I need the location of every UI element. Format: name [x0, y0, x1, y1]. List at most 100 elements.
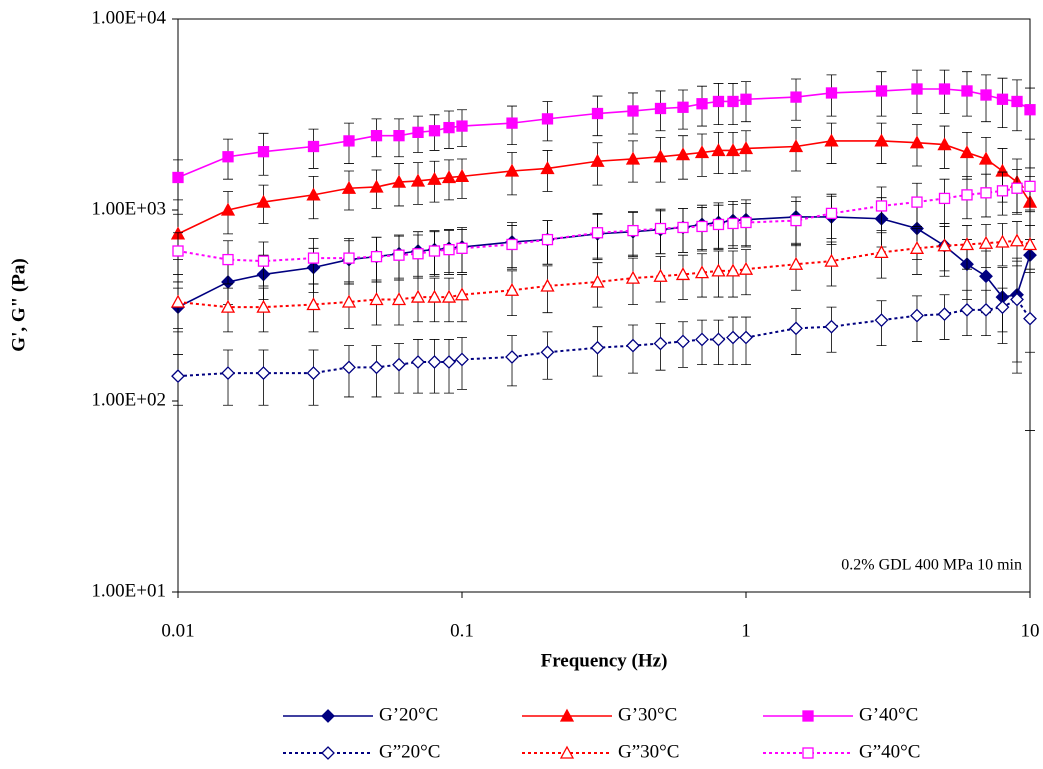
- data-point: [443, 121, 455, 134]
- data-point: [978, 235, 994, 249]
- legend-label: G’20°C: [379, 704, 438, 725]
- data-point: [677, 221, 689, 234]
- data-point: [712, 95, 725, 108]
- legend-label: G”40°C: [859, 741, 920, 762]
- data-point: [428, 245, 441, 257]
- data-point: [412, 248, 424, 260]
- data-point: [626, 338, 640, 353]
- data-point: [442, 355, 456, 369]
- data-point: [738, 141, 754, 155]
- data-point: [456, 242, 468, 254]
- data-point: [540, 278, 555, 292]
- data-point: [653, 336, 668, 351]
- data-point: [789, 321, 803, 336]
- data-point: [654, 102, 667, 115]
- legend-label: G’30°C: [618, 704, 677, 725]
- data-point: [392, 357, 406, 372]
- legend-marker: [559, 708, 575, 722]
- data-point: [443, 244, 455, 256]
- legend-marker: [559, 745, 575, 759]
- data-point: [541, 113, 554, 125]
- data-point: [960, 302, 974, 317]
- data-point: [727, 217, 739, 230]
- data-point: [369, 360, 384, 375]
- data-point: [307, 140, 320, 153]
- y-tick-label: 1.00E+04: [91, 7, 166, 28]
- data-point: [306, 187, 321, 201]
- data-point: [959, 145, 975, 159]
- series-line: [177, 216, 1031, 308]
- data-point: [711, 332, 726, 347]
- data-point: [411, 355, 425, 369]
- data-point: [938, 83, 951, 95]
- data-point: [591, 107, 604, 120]
- data-point: [590, 274, 605, 288]
- legend-label: G’40°C: [859, 704, 918, 725]
- data-point: [825, 207, 838, 220]
- data-point: [220, 299, 236, 313]
- data-point: [256, 366, 271, 381]
- data-point: [874, 245, 889, 259]
- data-point: [256, 194, 271, 208]
- data-point: [342, 360, 356, 375]
- data-point: [874, 313, 889, 328]
- data-point: [172, 171, 184, 184]
- x-tick-label: 1: [741, 620, 751, 641]
- data-point: [627, 224, 639, 237]
- data-point: [875, 200, 888, 212]
- data-point: [824, 319, 839, 334]
- data-point: [711, 263, 726, 277]
- data-point: [222, 253, 234, 266]
- data-point: [1009, 233, 1025, 247]
- data-point: [694, 145, 710, 159]
- data-point: [343, 135, 355, 147]
- legend-marker: [802, 747, 814, 759]
- data-point: [221, 366, 235, 381]
- data-point: [220, 202, 236, 216]
- data-point: [961, 85, 973, 97]
- data-point: [370, 130, 383, 142]
- data-point: [391, 174, 407, 188]
- data-point: [696, 98, 708, 110]
- data-point: [711, 143, 726, 157]
- legend-marker: [321, 709, 335, 723]
- legend-marker: [321, 746, 335, 760]
- data-point: [393, 249, 405, 261]
- y-tick-label: 1.00E+02: [91, 389, 166, 410]
- data-point: [504, 282, 520, 296]
- data-point: [790, 91, 802, 103]
- data-point: [995, 300, 1010, 315]
- y-tick-label: 1.00E+03: [91, 198, 166, 219]
- data-point: [740, 93, 752, 105]
- data-point: [369, 292, 384, 306]
- data-point: [456, 120, 468, 132]
- data-point: [370, 250, 383, 263]
- data-point: [727, 95, 739, 108]
- data-point: [257, 146, 270, 158]
- data-point: [653, 268, 668, 282]
- data-point: [675, 147, 691, 161]
- data-point: [591, 227, 604, 239]
- data-point: [627, 105, 639, 117]
- data-point: [1011, 95, 1023, 108]
- data-point: [979, 269, 993, 284]
- annotation: 0.2% GDL 400 MPa 10 min: [841, 557, 1022, 574]
- data-point: [911, 83, 923, 95]
- data-point: [653, 149, 668, 163]
- data-point: [441, 289, 457, 303]
- data-point: [1022, 237, 1038, 251]
- data-point: [341, 180, 357, 194]
- data-point: [725, 263, 741, 277]
- y-tick-label: 1.00E+01: [91, 580, 166, 601]
- data-point: [875, 85, 888, 97]
- data-point: [170, 294, 186, 308]
- legend-label: G”30°C: [618, 741, 679, 762]
- data-point: [959, 237, 975, 251]
- data-point: [909, 240, 925, 254]
- data-point: [341, 294, 357, 308]
- data-point: [726, 330, 740, 345]
- legend-marker: [802, 710, 814, 722]
- data-point: [1023, 311, 1037, 326]
- data-point: [790, 214, 802, 227]
- data-point: [1024, 180, 1036, 192]
